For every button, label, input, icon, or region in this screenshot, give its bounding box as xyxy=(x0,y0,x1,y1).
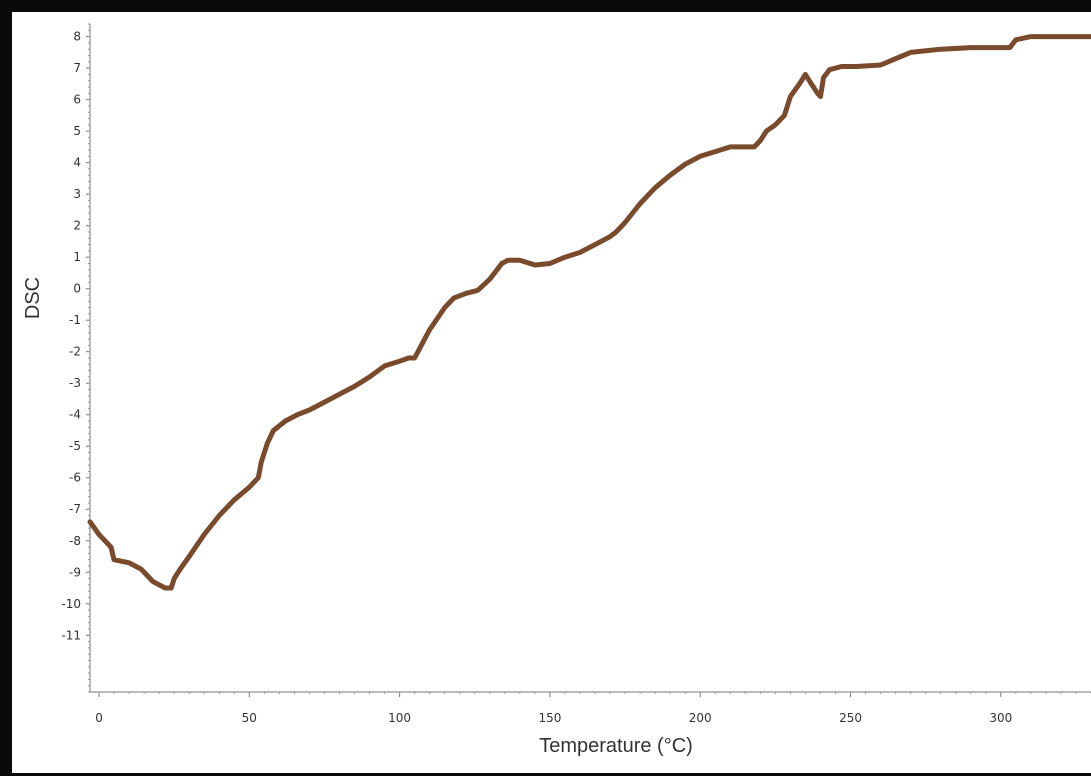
y-axis: 8 7 6 5 4 3 2 1 0 -1 -2 -3 -4 -5 -6 -7 -8 -9 -10 -11 xyxy=(61,23,91,693)
x-axis: 0 50 100 150 200 250 300 xyxy=(90,691,1091,725)
y-tick-label: 8 xyxy=(73,30,81,44)
y-tick-label: -6 xyxy=(69,471,81,485)
y-tick-label: -4 xyxy=(69,408,81,422)
y-tick-label: 2 xyxy=(73,219,81,233)
plot-area xyxy=(87,34,1091,591)
x-tick-label: 300 xyxy=(989,711,1012,725)
y-tick-label: -7 xyxy=(69,502,81,516)
x-tick-label: 250 xyxy=(839,711,862,725)
y-tick-label: -3 xyxy=(69,376,81,390)
x-tick-label: 0 xyxy=(95,711,103,725)
y-tick-label: 7 xyxy=(73,61,81,75)
y-tick-label: -11 xyxy=(61,628,81,642)
x-axis-title: Temperature (°C) xyxy=(539,735,693,757)
y-tick-label: 4 xyxy=(73,156,81,170)
x-tick-label: 200 xyxy=(689,711,712,725)
y-tick-label: -1 xyxy=(69,313,81,327)
x-tick-label: 50 xyxy=(242,711,257,725)
dsc-series-line xyxy=(87,34,1091,591)
y-axis-title: DSC xyxy=(22,277,44,319)
y-tick-label: -8 xyxy=(69,534,81,548)
y-tick-label: -2 xyxy=(69,345,81,359)
dsc-line-chart: 8 7 6 5 4 3 2 1 0 -1 -2 -3 -4 -5 -6 -7 -8 -9 -10 -11 0 50 100… xyxy=(22,23,1091,757)
y-tick-label: 3 xyxy=(73,187,81,201)
y-tick-label: -5 xyxy=(69,439,81,453)
y-tick-label: 0 xyxy=(73,282,81,296)
y-tick-label: 1 xyxy=(73,250,81,264)
y-tick-label: -9 xyxy=(69,565,81,579)
x-tick-label: 100 xyxy=(388,711,411,725)
y-tick-label: 5 xyxy=(73,124,81,138)
y-tick-label: 6 xyxy=(73,93,81,107)
x-tick-label: 150 xyxy=(538,711,561,725)
y-tick-label: -10 xyxy=(61,597,81,611)
